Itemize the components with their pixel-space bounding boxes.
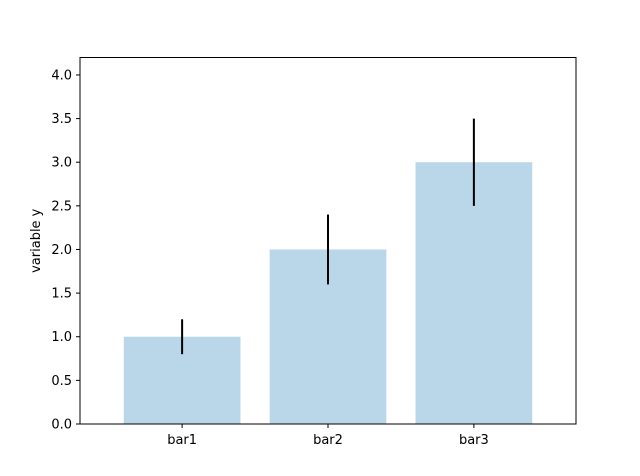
y-tick-label-1.5: 1.5 [51, 287, 72, 302]
y-tick-label-2.0: 2.0 [51, 243, 72, 258]
y-tick-label-2.5: 2.5 [51, 199, 72, 214]
y-tick-label-3.5: 3.5 [51, 112, 72, 127]
x-tick-label-bar3: bar3 [459, 433, 489, 448]
y-tick-label-0.5: 0.5 [51, 374, 72, 389]
x-tick-label-bar2: bar2 [313, 433, 343, 448]
y-tick-label-3.0: 3.0 [51, 156, 72, 171]
error-bars-layer [181, 118, 475, 355]
y-axis-label: variable y [29, 208, 44, 273]
y-tick-label-4.0: 4.0 [51, 68, 72, 83]
x-tick-label-bar1: bar1 [167, 433, 197, 448]
x-axis: bar1 bar2 bar3 [167, 424, 489, 448]
bars-layer [123, 162, 533, 424]
y-tick-label-0.0: 0.0 [51, 418, 72, 433]
y-axis: 0.0 0.5 1.0 1.5 2.0 2.5 3.0 3.5 4.0 [51, 68, 80, 433]
y-tick-label-1.0: 1.0 [51, 330, 72, 345]
